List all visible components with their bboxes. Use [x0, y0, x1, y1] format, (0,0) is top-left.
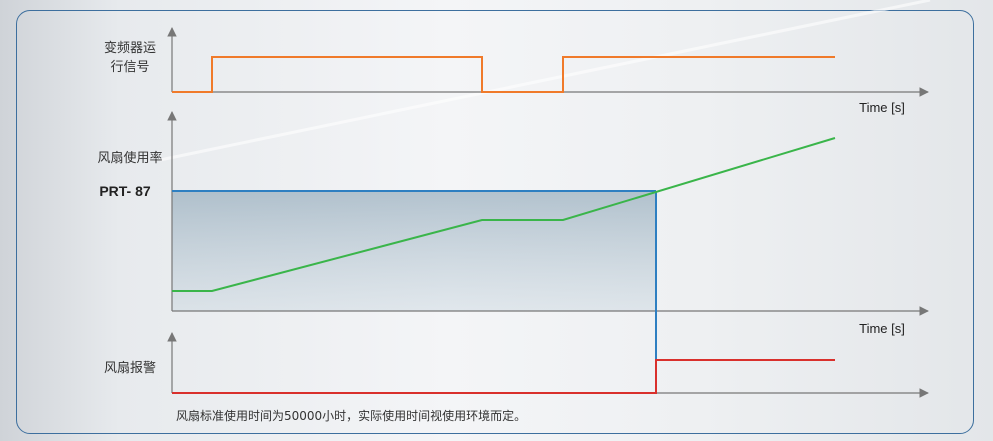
usage-rate-label: 风扇使用率: [97, 150, 162, 166]
run-signal-label-line1: 变频器运: [104, 40, 156, 56]
fan-alarm-label: 风扇报警: [104, 360, 156, 376]
threshold-label: PRT- 87: [99, 183, 151, 199]
usage-rate-curve: [172, 137, 836, 292]
time-axis-label-2: Time [s]: [859, 321, 905, 336]
time-axis-label-1: Time [s]: [859, 100, 905, 115]
diagram-frame: [16, 10, 974, 434]
run-signal-label-line2: 行信号: [110, 60, 149, 75]
usage-below-threshold-area: [172, 191, 656, 311]
background-streak: [159, 0, 931, 162]
alarm-waveform: [172, 359, 835, 394]
footnote: 风扇标准使用时间为50000小时，实际使用时间视使用环境而定。: [176, 408, 526, 423]
run-signal-waveform: [172, 56, 835, 93]
